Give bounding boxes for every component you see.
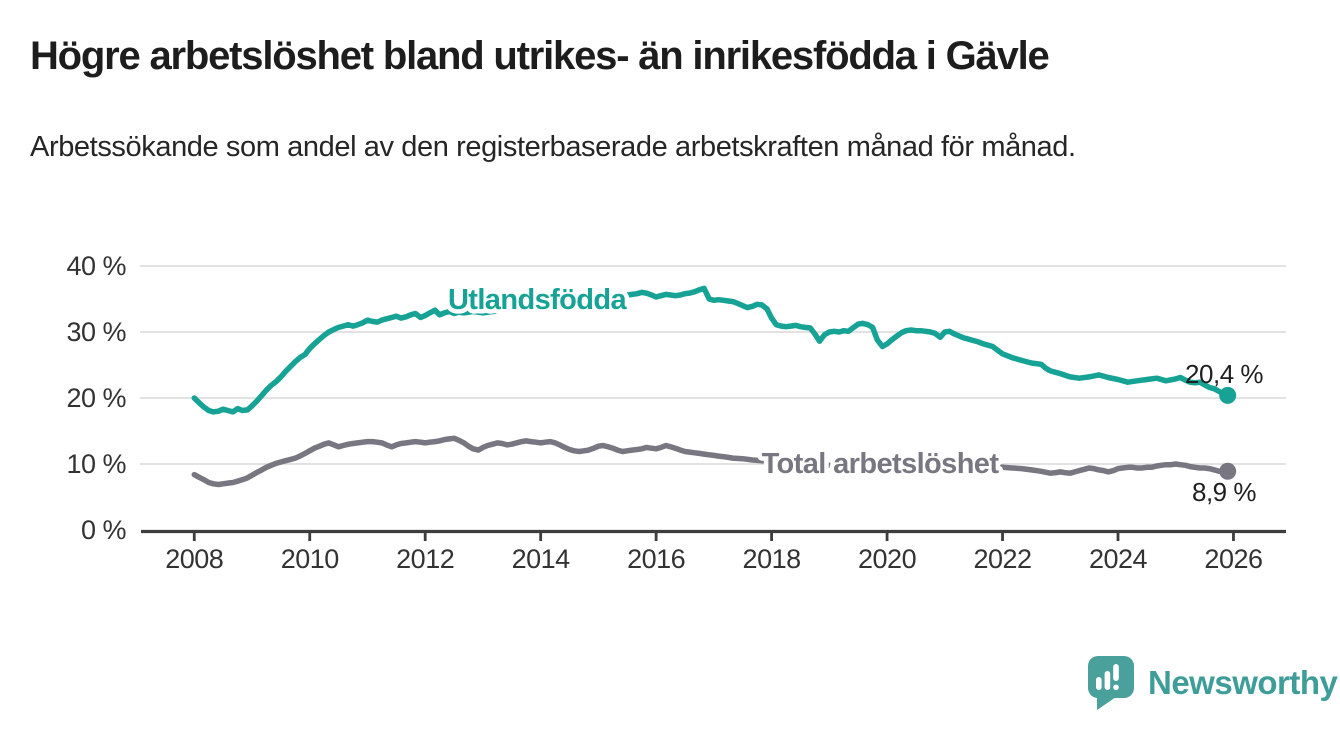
y-tick-label-40: 40 % — [66, 251, 126, 281]
series-line-utlandsfodda — [191, 285, 1231, 415]
y-tick-label-30: 30 % — [66, 317, 126, 347]
series-end-dot-utlandsfodda — [1219, 386, 1237, 404]
x-tick-label-2012: 2012 — [396, 544, 454, 574]
x-tick-label-2010: 2010 — [281, 544, 339, 574]
x-tick-label-2020: 2020 — [858, 544, 916, 574]
x-tick-label-2018: 2018 — [743, 544, 801, 574]
series-label-total-arbetsloshet: Total arbetslöshet — [762, 448, 1000, 480]
end-value-label-utlandsfodda: 20,4 % — [1185, 359, 1263, 389]
y-tick-label-0: 0 % — [81, 515, 127, 545]
x-tick-label-2024: 2024 — [1089, 544, 1148, 574]
chart-subtitle: Arbetssökande som andel av den registerb… — [30, 131, 1076, 163]
y-tick-label-10: 10 % — [66, 449, 126, 479]
x-tick-label-2022: 2022 — [973, 544, 1031, 574]
x-tick-label-2026: 2026 — [1204, 544, 1262, 574]
page-title: Högre arbetslöshet bland utrikes- än inr… — [30, 34, 1050, 78]
unemployment-line-chart: 0 % 10 % 20 % 30 % 40 % 2008 2010 2012 2014 2016 2… — [66, 251, 1286, 574]
brand-name: Newsworthy — [1148, 664, 1338, 701]
series-end-dot-total-arbetsloshet — [1219, 462, 1237, 480]
newsworthy-logo-icon — [1088, 656, 1134, 710]
x-tick-label-2014: 2014 — [512, 544, 571, 574]
newsworthy-logo: Newsworthy — [1086, 654, 1338, 712]
x-tick-label-2008: 2008 — [165, 544, 223, 574]
series-label-utlandsfodda: Utlandsfödda — [448, 284, 628, 316]
end-value-label-total-arbetsloshet: 8,9 % — [1192, 477, 1256, 507]
y-tick-label-20: 20 % — [66, 383, 126, 413]
x-tick-label-2016: 2016 — [627, 544, 685, 574]
series-line-total-arbetsloshet — [191, 435, 1231, 488]
